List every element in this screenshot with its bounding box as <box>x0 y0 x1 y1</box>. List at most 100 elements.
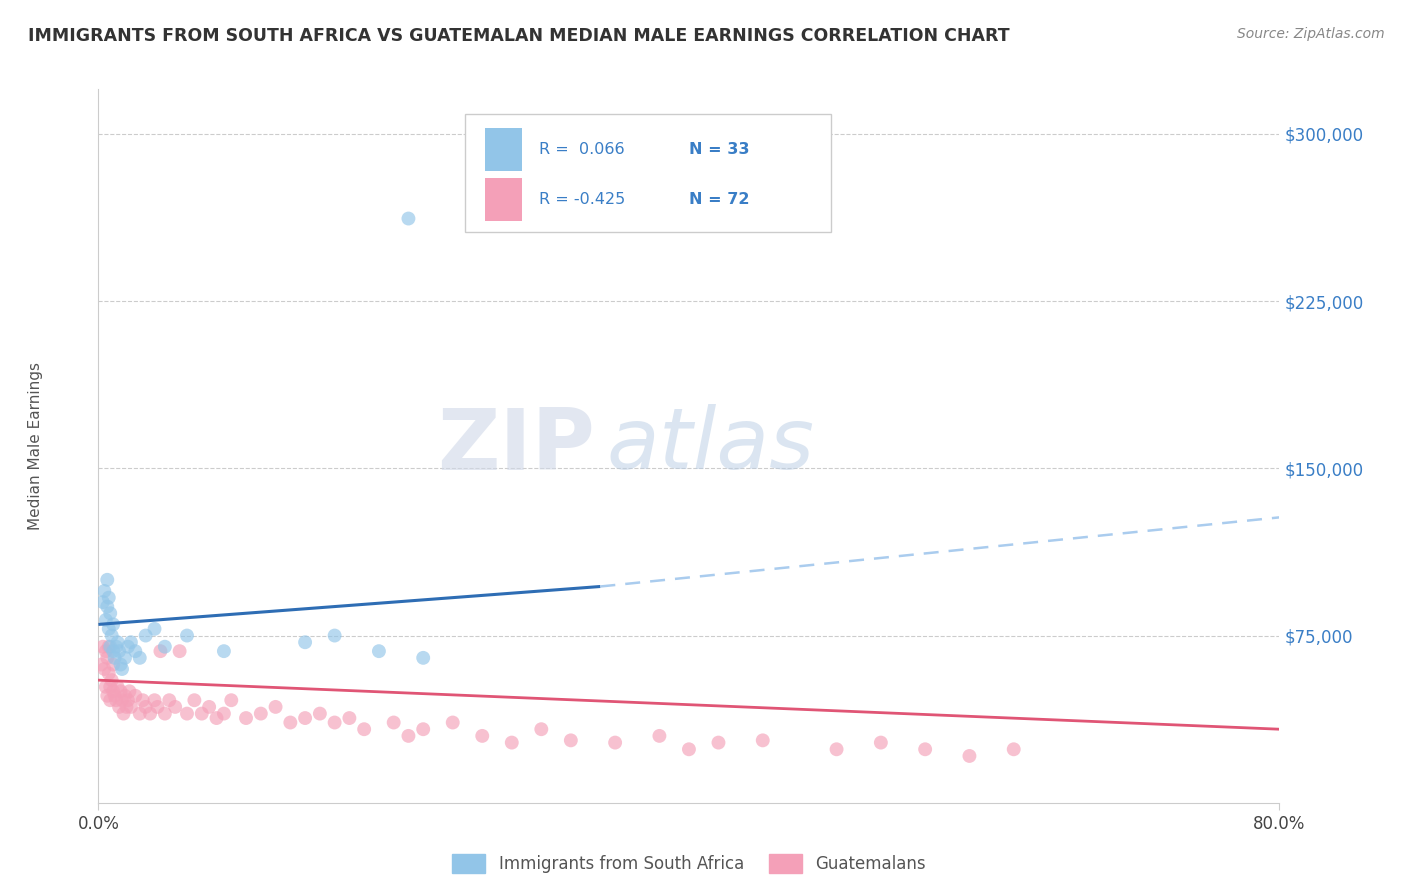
Point <box>143 622 166 636</box>
Point <box>132 693 155 707</box>
Point <box>100 628 122 642</box>
Point <box>157 693 180 707</box>
Point <box>94 644 117 658</box>
Point <box>146 699 169 714</box>
Text: R =  0.066: R = 0.066 <box>538 143 624 157</box>
Bar <box>485 128 523 171</box>
Point <box>114 689 136 703</box>
Point <box>678 742 700 756</box>
FancyBboxPatch shape <box>464 114 831 232</box>
Point <box>153 640 176 654</box>
Point <box>105 640 128 654</box>
Y-axis label: Median Male Earnings: Median Male Earnings <box>28 362 42 530</box>
Point <box>205 711 228 725</box>
Point <box>120 699 142 714</box>
Text: atlas: atlas <box>606 404 814 488</box>
Point <box>235 711 257 725</box>
Point <box>94 680 117 694</box>
Point <box>97 591 120 605</box>
Text: R = -0.425: R = -0.425 <box>538 193 626 207</box>
Point <box>96 573 118 587</box>
Bar <box>485 178 523 221</box>
Point <box>560 733 582 747</box>
Point <box>98 640 121 654</box>
Point <box>959 749 981 764</box>
Point <box>118 684 141 698</box>
Point <box>191 706 214 721</box>
Point <box>212 644 235 658</box>
Point <box>441 715 464 730</box>
Point <box>103 617 125 632</box>
Point <box>143 693 166 707</box>
Point <box>825 742 848 756</box>
Point <box>294 635 316 649</box>
Point <box>153 706 176 721</box>
Point <box>105 693 128 707</box>
Point <box>103 684 125 698</box>
Point <box>107 635 129 649</box>
Point <box>93 583 115 598</box>
Point <box>869 735 891 749</box>
Point <box>98 680 121 694</box>
Text: Source: ZipAtlas.com: Source: ZipAtlas.com <box>1237 27 1385 41</box>
Point <box>165 699 187 714</box>
Point <box>139 706 162 721</box>
Point <box>530 723 553 737</box>
Point <box>110 684 132 698</box>
Point <box>124 644 146 658</box>
Text: ZIP: ZIP <box>437 404 595 488</box>
Point <box>605 735 627 749</box>
Point <box>501 735 523 749</box>
Point <box>135 628 157 642</box>
Point <box>323 628 346 642</box>
Point <box>103 657 125 672</box>
Point <box>94 613 117 627</box>
Point <box>111 662 134 676</box>
Point <box>309 706 332 721</box>
Point <box>396 729 419 743</box>
Point <box>176 706 198 721</box>
Point <box>117 640 139 654</box>
Point <box>368 644 391 658</box>
Point <box>103 644 125 658</box>
Point <box>135 699 157 714</box>
Point <box>751 733 773 747</box>
Point <box>91 595 114 609</box>
Point <box>96 689 118 703</box>
Point <box>412 723 434 737</box>
Point <box>91 640 114 654</box>
Text: N = 72: N = 72 <box>689 193 749 207</box>
Point <box>117 693 139 707</box>
Point <box>648 729 671 743</box>
Legend: Immigrants from South Africa, Guatemalans: Immigrants from South Africa, Guatemalan… <box>446 847 932 880</box>
Point <box>183 693 205 707</box>
Point <box>264 699 287 714</box>
Point <box>100 673 122 687</box>
Point <box>96 651 118 665</box>
Point <box>149 644 172 658</box>
Point <box>176 628 198 642</box>
Point <box>250 706 273 721</box>
Point <box>278 715 302 730</box>
Point <box>169 644 191 658</box>
Point <box>115 699 138 714</box>
Point <box>323 715 346 730</box>
Point <box>128 651 150 665</box>
Point <box>97 666 120 681</box>
Text: N = 33: N = 33 <box>689 143 749 157</box>
Point <box>294 711 316 725</box>
Point <box>93 662 115 676</box>
Point <box>412 651 434 665</box>
Point <box>108 644 131 658</box>
Point <box>96 599 118 614</box>
Point <box>914 742 936 756</box>
Point <box>112 706 135 721</box>
Point <box>471 729 494 743</box>
Point <box>120 635 142 649</box>
Point <box>353 723 375 737</box>
Point <box>219 693 242 707</box>
Point <box>110 657 132 672</box>
Point <box>337 711 360 725</box>
Point <box>707 735 730 749</box>
Point <box>98 693 121 707</box>
